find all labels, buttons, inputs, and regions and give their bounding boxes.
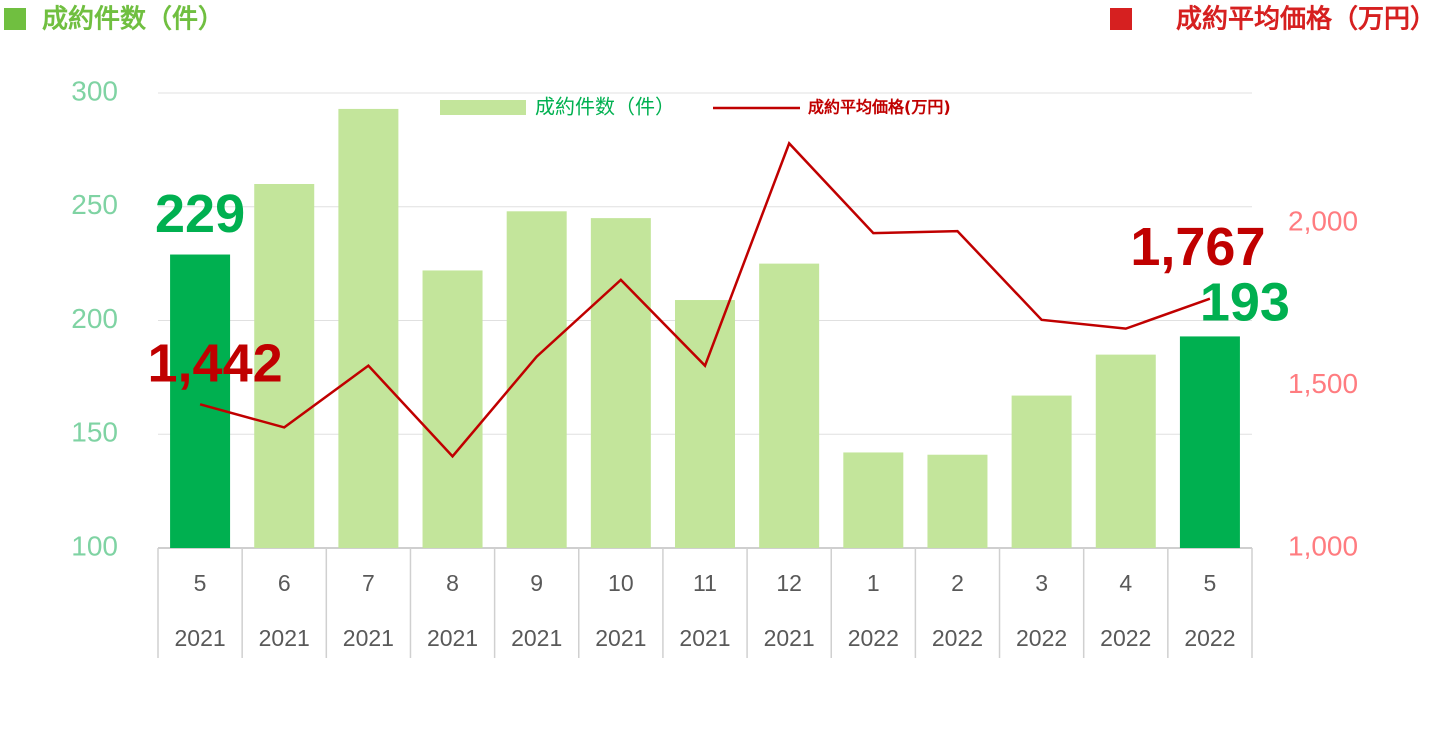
x-year-label: 2021 [259,625,310,651]
x-tick-label: 1 [867,570,880,596]
legend-square [1110,8,1132,30]
x-year-label: 2021 [679,625,730,651]
x-tick-label: 6 [278,570,291,596]
y-tick-label: 150 [71,417,118,448]
right-axis-title: 成約平均価格（万円） [1176,4,1436,35]
x-tick-label: 7 [362,570,375,596]
x-year-label: 2021 [343,625,394,651]
bar [590,218,651,548]
x-year-label: 2022 [848,625,899,651]
bar [1095,354,1156,548]
legend-label: 成約平均価格(万円) [808,98,951,117]
x-year-label: 2022 [1184,625,1235,651]
x-year-label: 2021 [427,625,478,651]
x-tick-label: 8 [446,570,459,596]
x-tick-label: 12 [776,570,802,596]
legend-label: 成約件数（件） [535,95,675,119]
y2-tick-label: 1,000 [1288,530,1358,561]
y-tick-label: 200 [71,303,118,334]
bar [422,270,483,548]
x-year-label: 2021 [511,625,562,651]
data-label: 229 [155,184,245,244]
x-year-label: 2022 [1100,625,1151,651]
y-tick-label: 300 [71,75,118,106]
data-label: 1,767 [1130,217,1265,277]
bar [675,300,735,548]
x-tick-label: 9 [530,570,543,596]
y2-tick-label: 2,000 [1288,205,1358,236]
y2-tick-label: 1,500 [1288,368,1358,399]
bar [843,452,904,548]
bar [1179,336,1240,548]
bar [1011,395,1072,548]
bar [759,263,820,548]
x-year-label: 2022 [932,625,983,651]
x-tick-label: 4 [1119,570,1132,596]
x-tick-label: 10 [608,570,634,596]
bar [170,254,231,548]
price-line [199,141,1211,459]
x-tick-label: 5 [1204,570,1217,596]
x-tick-label: 2 [951,570,964,596]
bar [927,454,988,548]
x-year-label: 2022 [1016,625,1067,651]
legend-swatch [440,100,526,115]
left-axis-title: 成約件数（件） [42,4,224,35]
x-year-label: 2021 [174,625,225,651]
y-tick-label: 100 [71,530,118,561]
x-tick-label: 5 [194,570,207,596]
legend-square [4,8,26,30]
y-tick-label: 250 [71,189,118,220]
data-label: 1,442 [148,334,283,394]
x-tick-label: 3 [1035,570,1048,596]
data-label: 193 [1200,273,1290,333]
x-year-label: 2021 [764,625,815,651]
x-year-label: 2021 [595,625,646,651]
bar [254,184,315,548]
x-tick-label: 11 [693,570,717,596]
bar [338,108,399,549]
